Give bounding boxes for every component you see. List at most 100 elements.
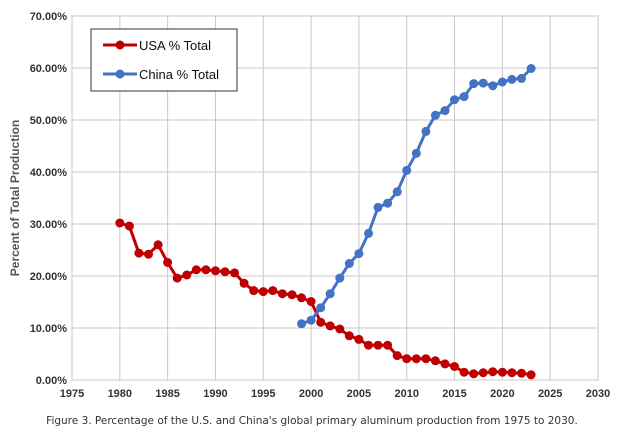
data-point-usa xyxy=(325,321,335,331)
data-point-usa xyxy=(163,258,173,267)
data-point-usa xyxy=(277,289,287,299)
data-point-usa xyxy=(306,297,316,306)
x-tick-label: 1980 xyxy=(108,388,132,400)
data-point-usa xyxy=(450,362,459,371)
data-point-usa xyxy=(344,331,354,341)
data-point-usa xyxy=(478,368,488,378)
x-tick-label: 1990 xyxy=(203,388,227,400)
data-point-usa xyxy=(526,370,536,380)
data-point-china xyxy=(392,187,402,197)
data-point-usa xyxy=(430,356,440,366)
y-tick-label: 50.00% xyxy=(30,115,68,127)
data-point-china xyxy=(526,64,536,73)
data-point-usa xyxy=(411,354,421,364)
x-tick-label: 2005 xyxy=(347,388,371,400)
data-point-china xyxy=(507,74,517,84)
y-tick-label: 10.00% xyxy=(30,323,68,335)
data-point-usa xyxy=(191,265,201,275)
data-point-china xyxy=(297,319,306,329)
data-point-usa xyxy=(268,286,278,296)
data-point-usa xyxy=(335,324,345,334)
x-tick-label: 2015 xyxy=(442,388,466,400)
y-tick-label: 0.00% xyxy=(36,375,67,387)
series-layer xyxy=(115,64,536,380)
legend-usa-marker xyxy=(115,40,125,50)
x-tick-label: 2010 xyxy=(394,388,418,400)
figure-caption: Figure 3. Percentage of the U.S. and Chi… xyxy=(46,415,578,427)
y-tick-label: 20.00% xyxy=(30,271,68,283)
x-tick-label: 2025 xyxy=(538,388,562,400)
x-tick-label: 1975 xyxy=(60,388,84,400)
x-tick-label: 1985 xyxy=(155,388,179,400)
y-tick-label: 40.00% xyxy=(30,167,68,179)
data-point-china xyxy=(411,148,421,158)
data-point-china xyxy=(335,273,345,283)
data-point-usa xyxy=(220,267,230,277)
data-point-usa xyxy=(144,249,153,259)
x-axis-tick-labels: 1975 1980 1985 1990 1995 2000 2005 2010 2015 2020… xyxy=(60,388,610,400)
y-tick-label: 30.00% xyxy=(30,219,68,231)
data-point-china xyxy=(488,81,498,91)
data-point-china xyxy=(354,249,364,259)
data-point-usa xyxy=(124,221,134,231)
data-point-usa xyxy=(230,268,240,278)
data-point-china xyxy=(517,73,526,83)
data-point-usa xyxy=(134,248,144,258)
data-point-china xyxy=(373,202,383,212)
data-point-usa xyxy=(440,359,450,369)
legend-china-marker xyxy=(115,69,125,79)
y-axis-tick-labels: 0.00% 10.00% 20.00% 30.00% 40.00% 50.00% 60.00… xyxy=(30,11,68,387)
data-point-usa xyxy=(507,368,517,378)
data-point-usa xyxy=(421,354,431,364)
data-point-usa xyxy=(392,351,402,361)
data-point-usa xyxy=(115,218,125,228)
legend-box xyxy=(90,28,238,92)
series-china xyxy=(297,64,536,329)
data-point-usa xyxy=(287,290,297,300)
data-point-china xyxy=(364,228,373,238)
data-point-usa xyxy=(153,240,163,250)
data-point-china xyxy=(383,198,393,208)
legend: USA % Total China % Total xyxy=(90,28,238,92)
data-point-usa xyxy=(517,368,526,378)
data-point-china xyxy=(459,92,469,102)
data-point-china xyxy=(478,78,488,88)
data-point-china xyxy=(430,110,440,120)
data-point-china xyxy=(316,303,326,313)
data-point-usa xyxy=(297,293,306,303)
data-point-china xyxy=(421,126,431,136)
data-point-usa xyxy=(488,367,498,377)
data-point-china xyxy=(306,315,316,325)
data-point-usa xyxy=(172,273,182,283)
data-point-china xyxy=(440,106,450,116)
data-point-usa xyxy=(239,278,249,288)
x-tick-label: 2000 xyxy=(299,388,323,400)
data-point-usa xyxy=(211,266,220,276)
data-point-usa xyxy=(182,270,192,280)
y-tick-label: 70.00% xyxy=(30,11,68,23)
data-point-usa xyxy=(459,367,469,377)
data-point-china xyxy=(450,95,459,105)
x-tick-label: 1995 xyxy=(251,388,275,400)
data-point-usa xyxy=(249,286,259,296)
data-point-usa xyxy=(354,334,364,344)
data-point-china xyxy=(344,259,354,268)
data-point-usa xyxy=(373,340,383,350)
data-point-usa xyxy=(383,340,393,350)
x-tick-label: 2020 xyxy=(490,388,514,400)
data-point-usa xyxy=(258,287,268,297)
y-axis-label: Percent of Total Production xyxy=(8,120,22,276)
data-point-usa xyxy=(364,340,373,350)
legend-usa-label: USA % Total xyxy=(139,38,211,53)
data-point-china xyxy=(402,165,412,175)
y-tick-label: 60.00% xyxy=(30,63,68,75)
x-tick-label: 2030 xyxy=(586,388,610,400)
data-point-usa xyxy=(402,354,412,364)
series-usa xyxy=(115,218,536,380)
data-point-usa xyxy=(497,367,507,377)
data-point-usa xyxy=(316,317,326,327)
data-point-china xyxy=(325,289,335,299)
data-point-china xyxy=(497,77,507,87)
legend-china-label: China % Total xyxy=(139,67,219,82)
